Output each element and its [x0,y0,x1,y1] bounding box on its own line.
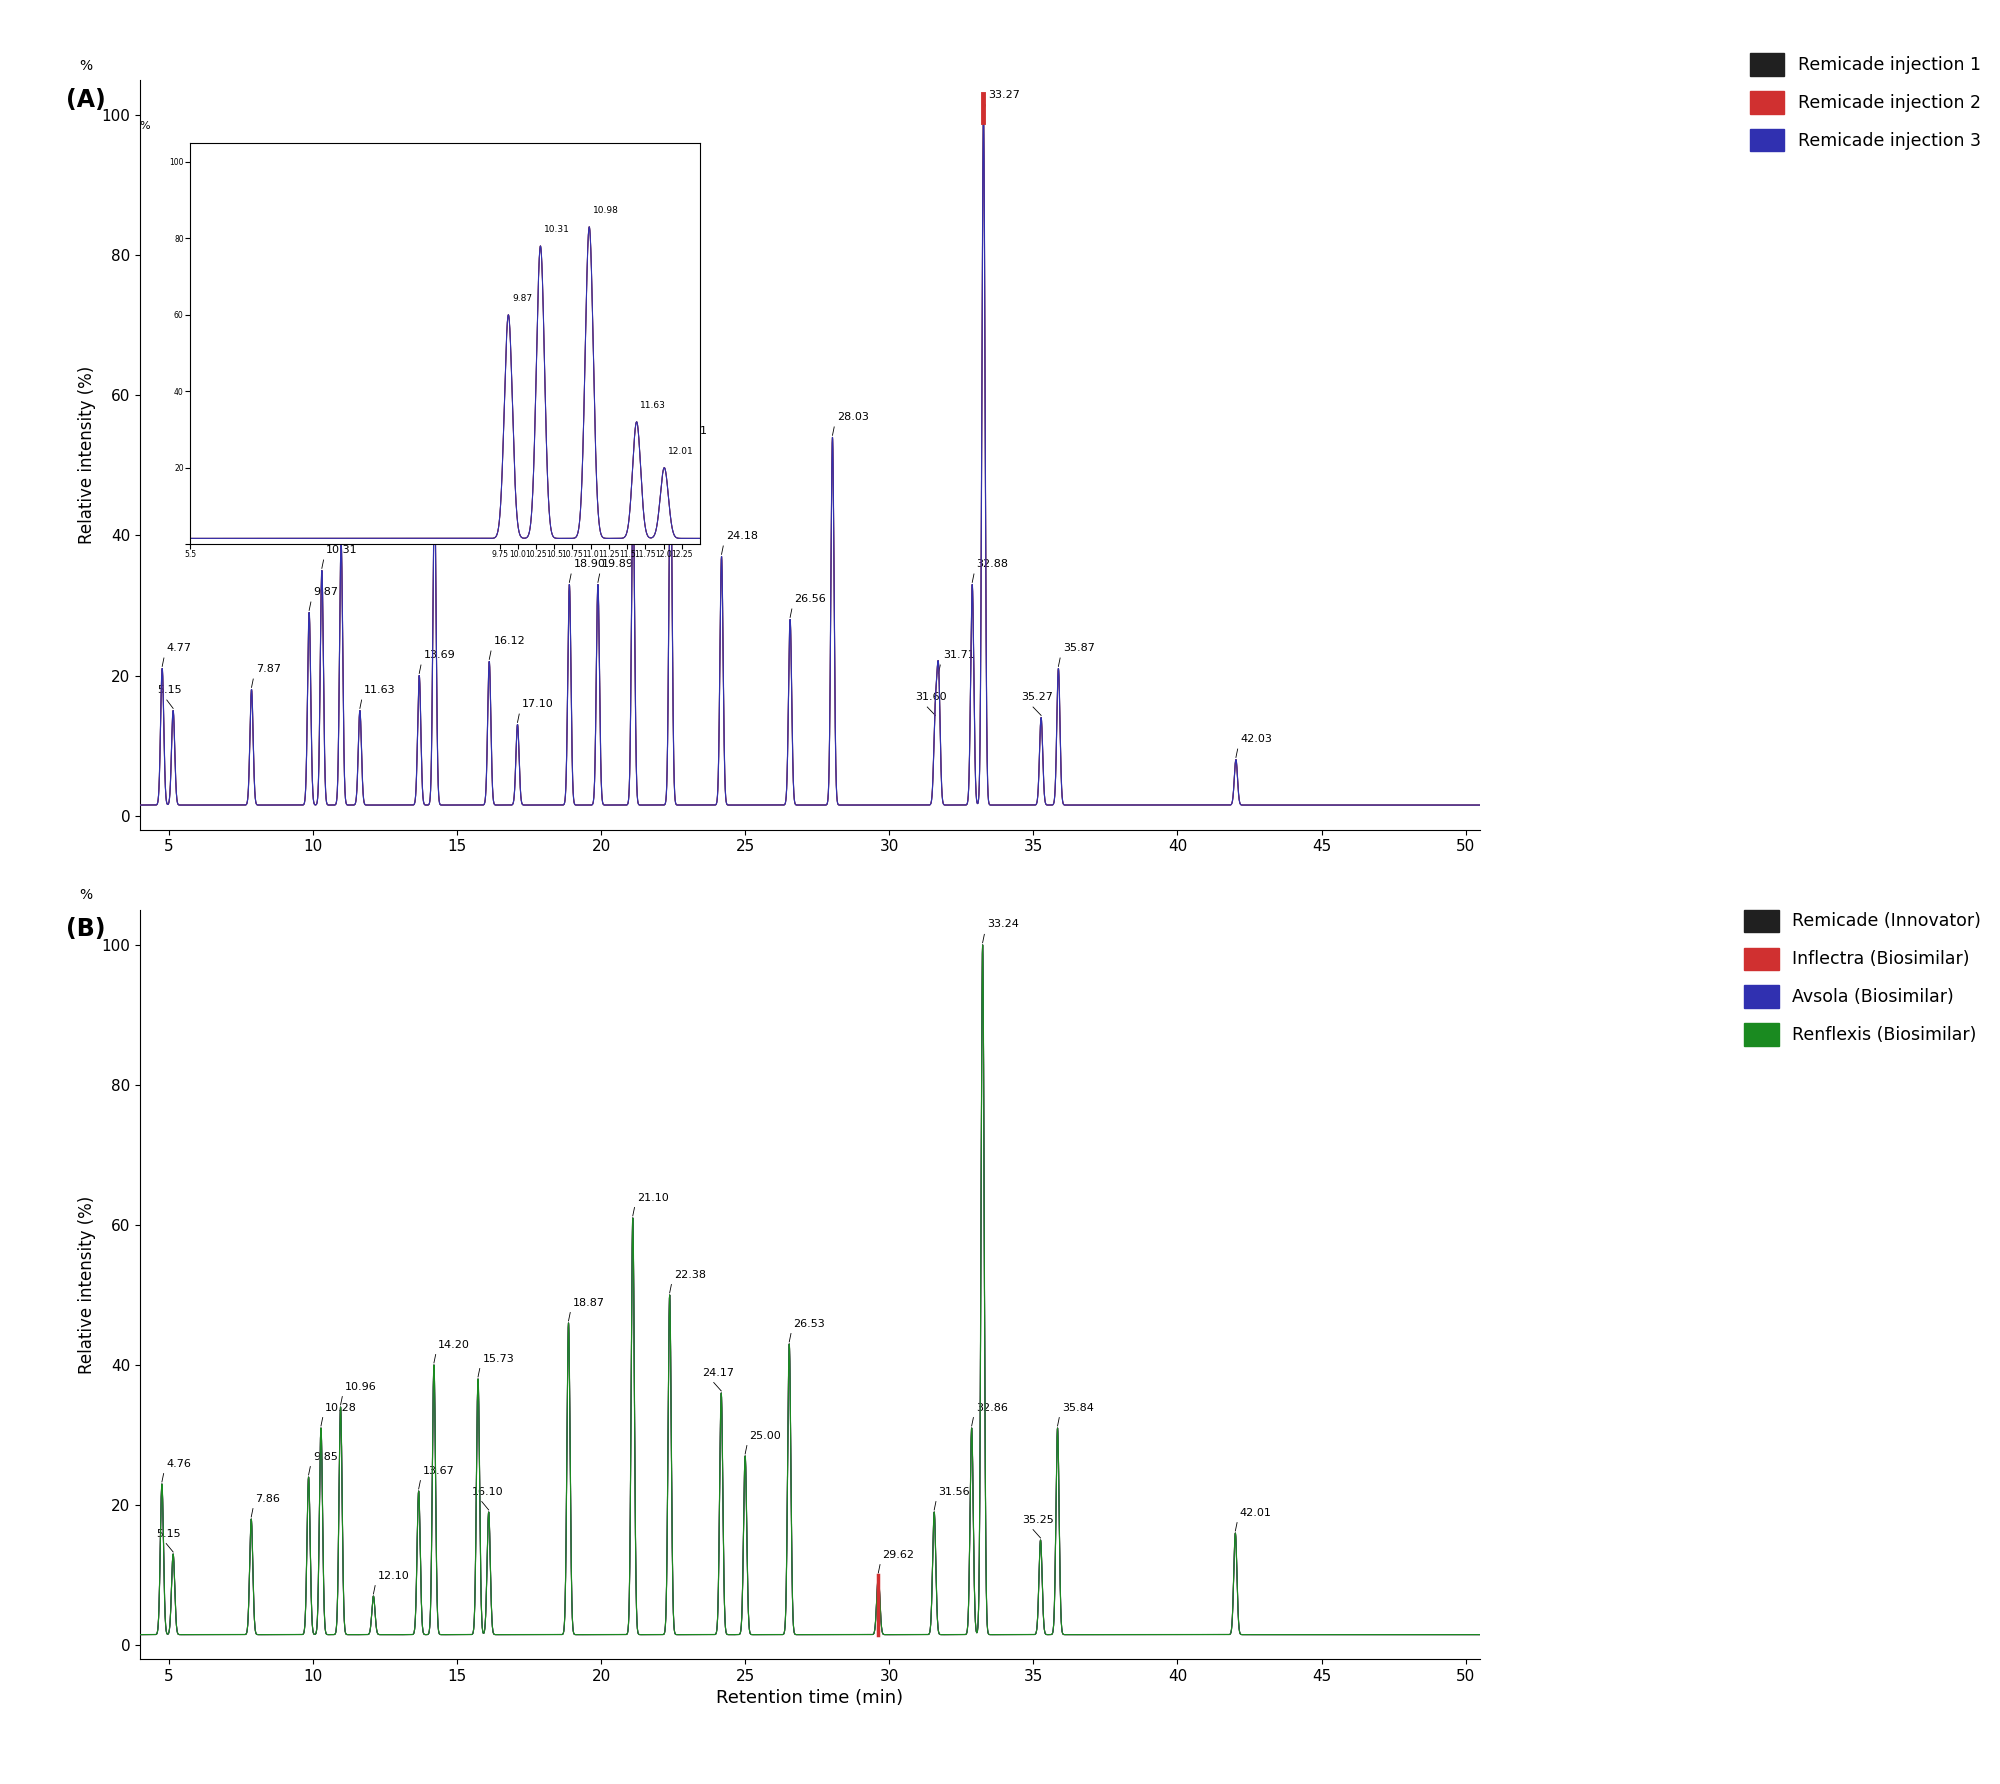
Text: 17.10: 17.10 [522,699,554,708]
Text: 21.10: 21.10 [638,1192,668,1202]
Text: 22.38: 22.38 [674,1270,706,1279]
Text: 22.41: 22.41 [674,426,706,435]
Text: 24.17: 24.17 [702,1368,734,1377]
Text: 32.88: 32.88 [976,558,1008,569]
Text: 11.63: 11.63 [640,401,666,410]
Text: 10.31: 10.31 [544,225,570,234]
Text: 19.89: 19.89 [602,558,634,569]
Text: 35.25: 35.25 [1022,1515,1054,1525]
Text: 25.00: 25.00 [750,1431,782,1441]
Text: %: % [80,888,92,903]
Text: 10.96: 10.96 [344,1381,376,1392]
Text: 10.98: 10.98 [346,517,378,526]
Text: 4.77: 4.77 [166,642,192,653]
Text: 13.69: 13.69 [424,649,456,660]
Text: 42.03: 42.03 [1240,735,1272,744]
Text: (B): (B) [66,917,106,942]
Text: 31.60: 31.60 [916,692,946,703]
Text: 12.10: 12.10 [378,1570,410,1581]
Text: 10.28: 10.28 [326,1402,358,1413]
Y-axis label: Relative intensity (%): Relative intensity (%) [78,1195,96,1374]
Text: 35.27: 35.27 [1020,692,1052,703]
Text: 7.87: 7.87 [256,664,280,674]
Text: 9.85: 9.85 [312,1452,338,1461]
Text: 42.01: 42.01 [1240,1507,1272,1518]
Text: 12.01: 12.01 [668,448,694,457]
Text: 24.18: 24.18 [726,532,758,541]
Text: 28.03: 28.03 [836,412,868,423]
Text: 10.31: 10.31 [326,546,358,555]
Y-axis label: Relative intensity (%): Relative intensity (%) [78,366,96,544]
Text: 35.84: 35.84 [1062,1402,1094,1413]
Text: 11.63: 11.63 [364,685,396,696]
Text: 7.86: 7.86 [256,1493,280,1504]
Text: 31.56: 31.56 [938,1486,970,1497]
Legend: Remicade injection 1, Remicade injection 2, Remicade injection 3: Remicade injection 1, Remicade injection… [1750,54,1982,152]
Text: 18.87: 18.87 [572,1297,604,1308]
Text: 14.20: 14.20 [438,1340,470,1350]
Text: 5.15: 5.15 [156,1529,180,1538]
Text: 33.24: 33.24 [986,919,1018,929]
Text: 35.87: 35.87 [1062,642,1094,653]
Text: 9.87: 9.87 [314,587,338,598]
Legend: Remicade (Innovator), Inflectra (Biosimilar), Avsola (Biosimilar), Renflexis (Bi: Remicade (Innovator), Inflectra (Biosimi… [1744,910,1982,1045]
Text: 16.10: 16.10 [472,1486,504,1497]
Text: 13.67: 13.67 [422,1466,454,1475]
Text: 26.53: 26.53 [794,1318,826,1329]
Text: 4.76: 4.76 [166,1459,192,1468]
Text: 9.87: 9.87 [512,294,532,303]
X-axis label: Retention time (min): Retention time (min) [716,1689,904,1707]
Text: 16.12: 16.12 [494,637,526,646]
Text: 33.27: 33.27 [988,89,1020,100]
Text: %: % [140,121,150,130]
Text: 5.15: 5.15 [158,685,182,696]
Text: 10.98: 10.98 [592,207,618,216]
Text: 31.71: 31.71 [942,649,974,660]
Text: 32.86: 32.86 [976,1402,1008,1413]
Text: 18.90: 18.90 [574,558,606,569]
Text: 26.56: 26.56 [794,594,826,605]
Text: 14.22: 14.22 [438,460,470,471]
Text: 15.73: 15.73 [482,1354,514,1363]
Text: 21.11: 21.11 [638,467,670,478]
Text: (A): (A) [66,87,106,112]
Text: %: % [80,59,92,73]
Text: 29.62: 29.62 [882,1550,914,1559]
